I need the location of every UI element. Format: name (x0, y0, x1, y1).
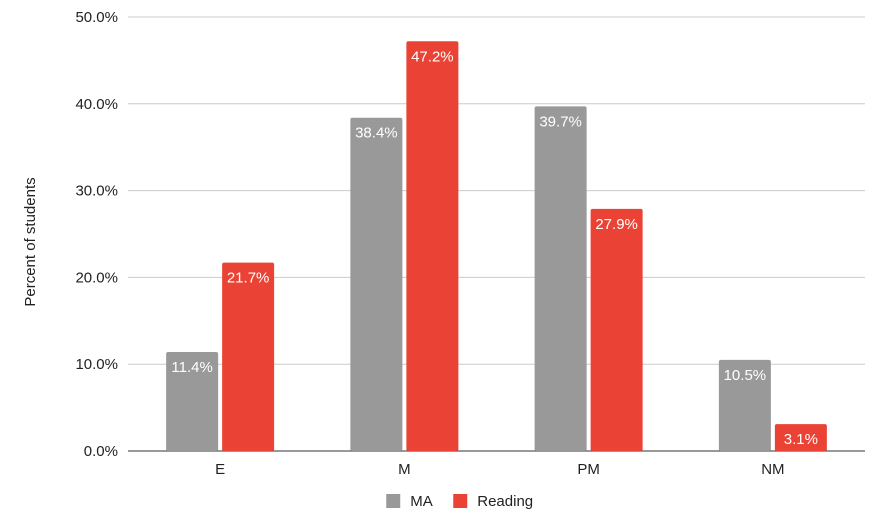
legend-swatch-reading (453, 494, 468, 508)
bars: 11.4% 21.7% 38.4% 47.2% 39.7% 27.9% 10.5% 3.1% (166, 41, 827, 452)
y-tick-label: 20.0% (75, 269, 118, 286)
data-label: 3.1% (784, 431, 818, 448)
legend: MA Reading (386, 493, 533, 510)
x-tick-label: PM (577, 461, 600, 478)
bar-reading-nm (774, 424, 827, 451)
legend-label-reading: Reading (477, 493, 533, 510)
bar-ma-pm (534, 106, 587, 452)
legend-label-ma: MA (410, 493, 433, 510)
bar-ma-m (350, 117, 403, 452)
y-tick-label: 30.0% (75, 183, 118, 200)
data-label: 47.2% (411, 48, 454, 65)
bar-ma-e (166, 352, 219, 451)
y-tick-label: 50.0% (75, 9, 118, 26)
y-axis-ticks: 0.0% 10.0% 20.0% 30.0% 40.0% 50.0% (75, 9, 118, 460)
data-label: 10.5% (724, 367, 767, 384)
y-axis-title: Percent of students (22, 177, 39, 306)
bar-reading-m (406, 41, 459, 451)
x-tick-label: E (215, 461, 225, 478)
y-tick-label: 0.0% (84, 443, 118, 460)
bar-reading-pm (590, 208, 643, 451)
bar-ma-nm (718, 359, 771, 451)
data-label: 21.7% (227, 270, 270, 287)
bar-reading-e (222, 262, 275, 451)
y-tick-label: 10.0% (75, 356, 118, 373)
data-label: 27.9% (595, 216, 638, 233)
y-tick-label: 40.0% (75, 96, 118, 113)
x-axis: E M PM NM (215, 461, 784, 478)
data-label: 11.4% (171, 359, 212, 376)
legend-swatch-ma (386, 494, 401, 508)
x-tick-label: NM (761, 461, 784, 478)
x-tick-label: M (398, 461, 411, 478)
data-label: 39.7% (539, 113, 582, 130)
data-label: 38.4% (355, 125, 398, 142)
